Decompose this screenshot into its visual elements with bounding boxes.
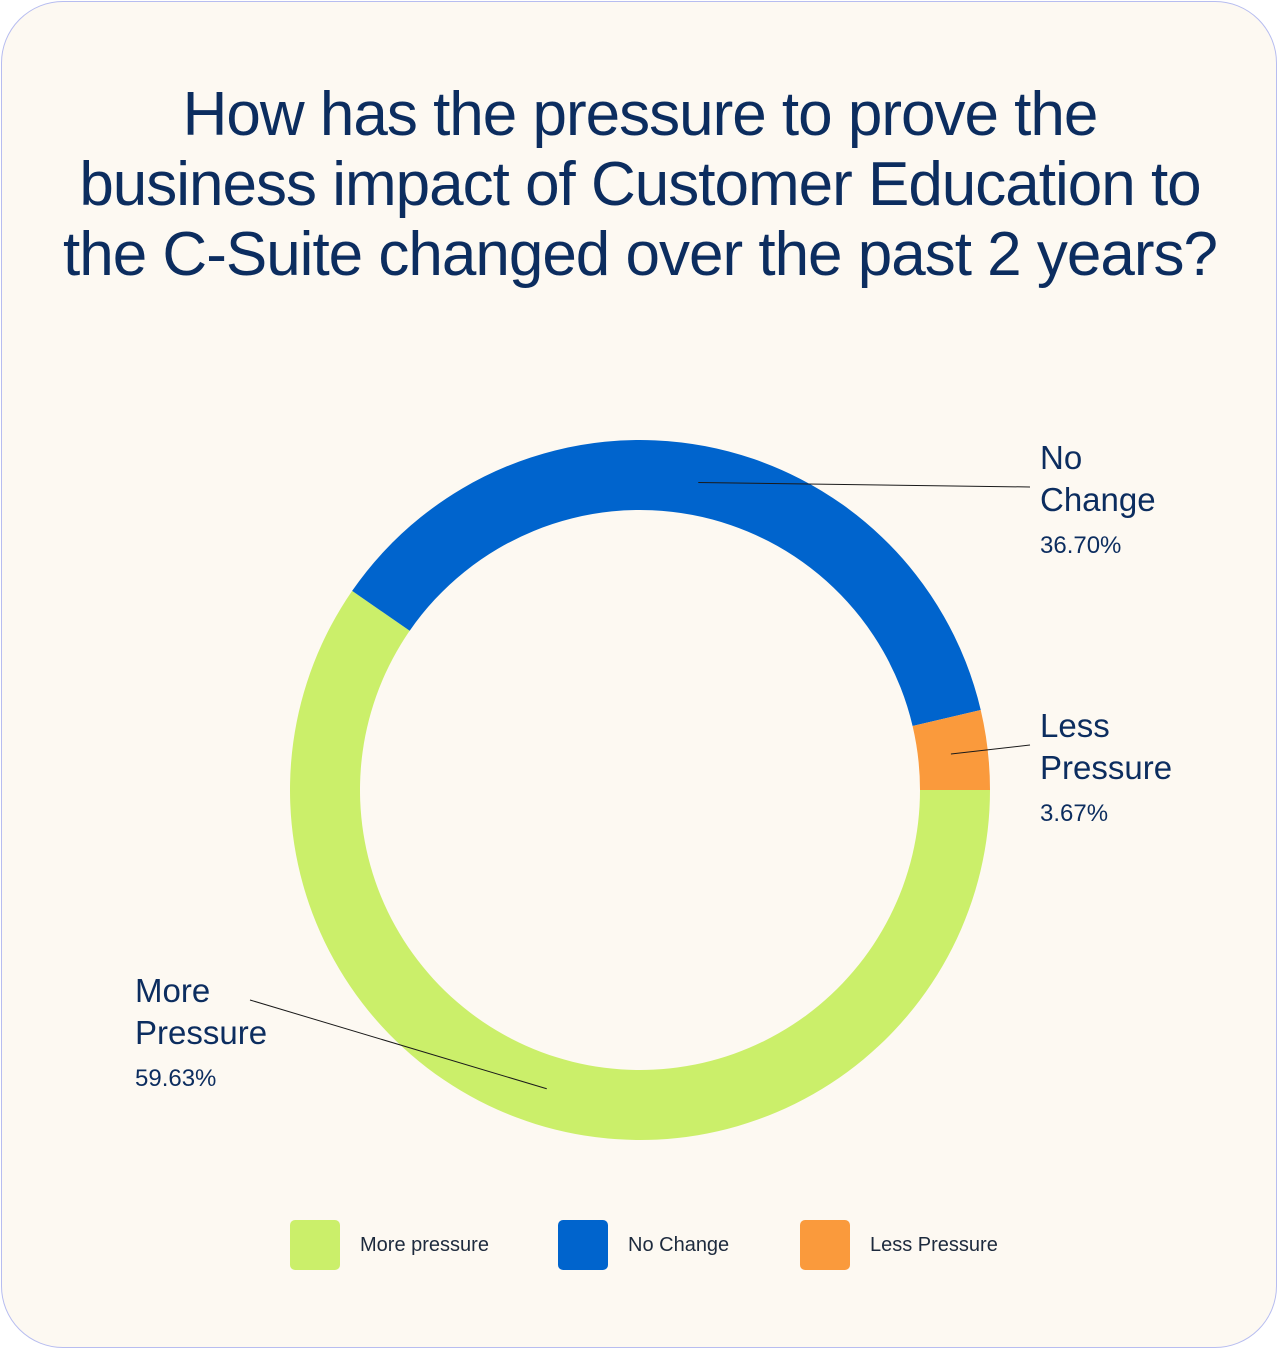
callout-no-change-value: 36.70% xyxy=(1040,532,1122,559)
slice-no-change xyxy=(352,439,981,727)
callout-no-change: No Change 36.70% xyxy=(1040,437,1200,561)
leader-line-no-change xyxy=(698,481,1031,488)
donut-slices xyxy=(289,439,990,1140)
callout-less-pressure-value: 3.67% xyxy=(1040,800,1109,827)
chart-title: How has the pressure to prove the busine… xyxy=(63,80,1218,289)
callout-less-pressure: Less Pressure 3.67% xyxy=(1040,705,1200,829)
legend-item-no-change: No Change xyxy=(558,1220,729,1270)
legend-item-less-pressure: Less Pressure xyxy=(800,1220,998,1270)
legend-label-less-pressure: Less Pressure xyxy=(870,1233,998,1256)
callout-less-pressure-line2: Pressure xyxy=(1040,749,1173,786)
leader-line-less-pressure xyxy=(950,744,1031,755)
callout-more-pressure: More Pressure 59.63% xyxy=(135,970,295,1094)
chart-legend: More pressure No Change Less Pressure xyxy=(0,1220,1280,1270)
callout-more-pressure-line2: Pressure xyxy=(135,1014,268,1051)
callout-leader-lines xyxy=(249,481,1031,1090)
legend-item-more-pressure: More pressure xyxy=(290,1220,489,1270)
callout-less-pressure-line1: Less xyxy=(1040,707,1110,744)
legend-swatch-more-pressure xyxy=(290,1220,340,1270)
legend-label-no-change: No Change xyxy=(628,1233,730,1256)
leader-line-more-pressure xyxy=(249,999,547,1090)
callout-no-change-line2: Change xyxy=(1040,481,1156,518)
callout-more-pressure-value: 59.63% xyxy=(135,1065,217,1092)
legend-swatch-no-change xyxy=(558,1220,608,1270)
legend-label-more-pressure: More pressure xyxy=(360,1233,489,1256)
callout-no-change-line1: No xyxy=(1040,439,1083,476)
slice-more-pressure xyxy=(289,590,990,1140)
legend-swatch-less-pressure xyxy=(800,1220,850,1270)
callout-more-pressure-line1: More xyxy=(135,972,211,1009)
slice-less-pressure xyxy=(912,710,990,790)
